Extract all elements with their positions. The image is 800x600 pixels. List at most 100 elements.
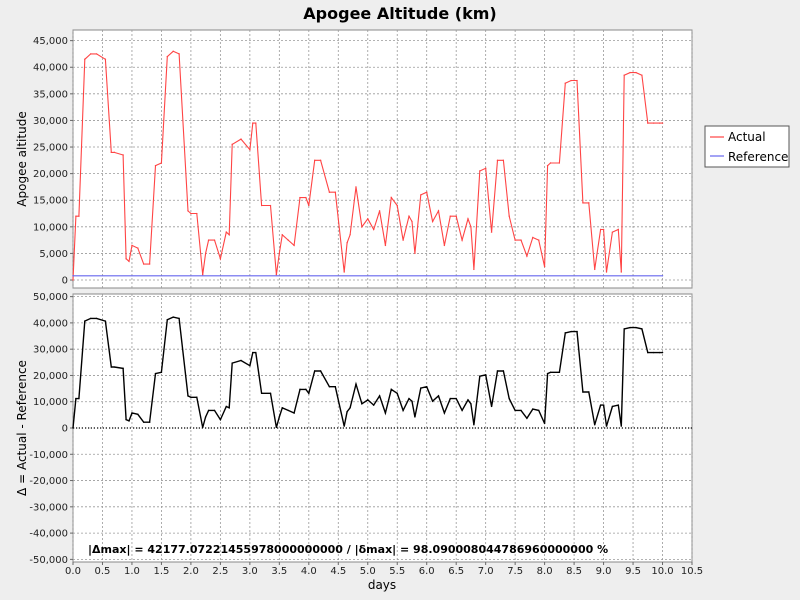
series-delta-point — [408, 397, 410, 400]
series-delta-point — [558, 371, 561, 373]
series-actual-point — [308, 204, 310, 207]
series-actual-point — [287, 239, 289, 241]
series-actual-point — [564, 82, 566, 84]
series-actual-point — [122, 154, 124, 156]
series-actual-point — [196, 212, 198, 215]
series-actual-point — [207, 239, 210, 241]
series-actual-point — [594, 268, 596, 271]
series-delta-point — [508, 397, 510, 400]
series-actual-point — [408, 215, 410, 217]
series-actual-point — [470, 226, 472, 228]
series-delta-point — [623, 328, 625, 330]
y-tick-label: 35,000 — [33, 89, 68, 100]
series-actual-point — [549, 162, 552, 164]
series-delta-point — [252, 351, 254, 354]
series-delta-point — [275, 426, 278, 429]
series-delta-point — [641, 328, 643, 330]
series-delta-point — [110, 366, 113, 368]
y-tick-label: -30,000 — [29, 502, 68, 513]
series-actual-point — [281, 234, 283, 236]
x-tick-label: 8.5 — [566, 566, 582, 577]
series-delta-point — [281, 407, 283, 409]
series-delta-point — [602, 404, 605, 406]
series-actual-point — [546, 164, 549, 167]
series-actual-point — [166, 55, 169, 58]
series-actual-point — [355, 186, 357, 188]
series-actual-point — [72, 279, 74, 281]
series-actual-point — [652, 122, 655, 124]
series-actual-point — [514, 239, 516, 241]
series-delta-point — [131, 412, 133, 414]
series-actual-point — [602, 228, 605, 231]
series-actual-point — [496, 159, 499, 162]
x-tick-label: 4.0 — [301, 566, 317, 577]
y-tick-label: -40,000 — [29, 529, 68, 540]
top-panel: 0 5,000 10,000 15,000 20,000 25,000 30,000 35,0… — [15, 29, 693, 289]
series-actual-point — [402, 239, 404, 241]
series-delta-point — [570, 330, 572, 333]
series-actual-point — [269, 204, 272, 207]
series-delta-point — [219, 418, 222, 421]
y-tick-label: 30,000 — [33, 116, 68, 127]
x-tick-label: 8.0 — [537, 566, 553, 577]
series-delta-point — [89, 317, 92, 320]
series-actual-point — [532, 236, 534, 239]
series-actual-point — [204, 252, 207, 255]
series-delta-point — [305, 388, 307, 391]
x-tick-label: 0.0 — [65, 566, 81, 577]
series-actual-point — [420, 194, 422, 196]
series-actual-point — [623, 74, 625, 76]
y-tick-label: 10,000 — [33, 222, 68, 233]
series-delta-point — [479, 375, 481, 377]
y-tick-label: 50,000 — [33, 292, 68, 303]
x-tick-label: 6.5 — [448, 566, 464, 577]
series-actual-point — [113, 151, 115, 154]
series-actual-point — [508, 215, 510, 217]
chart-title: Apogee Altitude (km) — [303, 4, 496, 23]
x-tick-label: 3.0 — [242, 566, 258, 577]
series-actual-point — [293, 244, 295, 247]
series-delta-point — [426, 386, 428, 388]
x-tick-label: 9.5 — [625, 566, 641, 577]
series-delta-point — [588, 391, 590, 393]
series-delta-point — [225, 405, 227, 408]
series-delta-point — [605, 425, 608, 427]
series-actual-point — [148, 263, 151, 265]
series-delta-point — [658, 351, 661, 354]
series-actual-point — [378, 210, 381, 212]
series-actual-point — [467, 218, 469, 220]
series-actual-point — [437, 210, 440, 212]
series-delta-point — [113, 366, 115, 368]
series-delta-point — [629, 326, 631, 329]
series-delta-point — [449, 397, 451, 400]
series-actual-point — [396, 204, 398, 207]
series-actual-point — [110, 151, 113, 154]
y-tick-label: 15,000 — [33, 196, 68, 207]
series-delta-point — [78, 397, 80, 400]
series-actual-point — [582, 202, 584, 204]
series-delta-point — [594, 424, 596, 426]
x-tick-label: 10.5 — [681, 566, 703, 577]
series-delta-point — [201, 426, 204, 429]
x-tick-label: 1.0 — [124, 566, 140, 577]
series-reference-point — [661, 275, 664, 277]
series-actual-point — [661, 122, 664, 124]
series-delta-point — [402, 409, 404, 412]
series-actual-point — [275, 274, 278, 276]
series-delta-point — [125, 418, 127, 421]
series-delta-point — [231, 362, 233, 364]
series-actual-point — [414, 252, 416, 255]
series-delta-point — [411, 400, 413, 402]
series-actual-point — [343, 271, 345, 273]
series-delta-point — [414, 416, 416, 418]
series-delta-point — [269, 392, 272, 395]
series-actual-point — [128, 260, 130, 263]
series-delta-point — [293, 412, 295, 414]
series-actual-point — [449, 215, 451, 217]
y-tick-label: 0 — [62, 424, 68, 435]
series-delta-point — [355, 383, 357, 385]
x-tick-label: 3.5 — [271, 566, 287, 577]
series-delta-point — [104, 320, 107, 322]
series-actual-point — [154, 164, 157, 167]
x-tick-label: 0.5 — [95, 566, 111, 577]
